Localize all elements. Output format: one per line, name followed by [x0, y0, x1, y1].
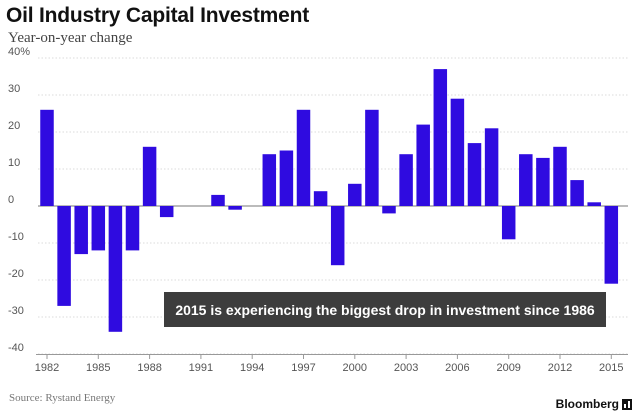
y-tick-label: -40: [8, 342, 24, 354]
bar-1992: [211, 194, 225, 206]
bar-1988: [142, 146, 157, 206]
bar-2008: [484, 128, 499, 206]
bars-layer: [40, 69, 619, 332]
x-tick-label: 2009: [496, 362, 520, 374]
bar-2010: [519, 154, 533, 206]
x-tick-label: 1991: [189, 362, 213, 374]
bar-2004: [416, 124, 430, 206]
bloomberg-logo: Bloomberg: [556, 397, 632, 411]
x-tick-label: 1988: [137, 362, 161, 374]
x-tick-label: 2006: [445, 362, 469, 374]
y-tick-label: 40%: [8, 46, 30, 58]
x-tick-label: 2015: [599, 362, 623, 374]
bloomberg-mark-icon: [622, 398, 632, 410]
y-tick-label: -10: [8, 231, 24, 243]
bar-1983: [57, 206, 71, 306]
bar-1987: [125, 206, 140, 251]
bar-2009: [501, 206, 516, 240]
bar-2015: [604, 206, 619, 284]
x-tick-label: 2003: [394, 362, 418, 374]
annotation: 2015 is experiencing the biggest drop in…: [164, 292, 606, 327]
bar-2003: [399, 154, 413, 206]
x-tick-label: 2012: [548, 362, 572, 374]
bar-2013: [570, 180, 584, 206]
y-tick-label: 20: [8, 120, 20, 132]
bar-2014: [587, 202, 601, 206]
brand-name: Bloomberg: [555, 397, 619, 411]
y-tick-label: -20: [8, 268, 24, 280]
bar-2000: [348, 183, 362, 206]
annotation-box: [164, 292, 606, 327]
y-tick-label: 0: [8, 194, 14, 206]
bar-1985: [91, 206, 106, 251]
source-note: Source: Rystand Energy: [9, 392, 116, 404]
chart-subtitle: Year-on-year change: [8, 30, 133, 46]
bar-1984: [74, 206, 88, 255]
chart-title: Oil Industry Capital Investment: [6, 4, 310, 27]
bar-2002: [382, 206, 396, 214]
bar-1993: [228, 206, 242, 210]
bar-2011: [536, 157, 550, 206]
bar-1999: [330, 206, 345, 266]
bar-2005: [433, 69, 448, 206]
bar-2012: [553, 146, 567, 206]
bar-1982: [40, 109, 54, 206]
x-tick-label: 1982: [35, 362, 59, 374]
bar-1989: [159, 206, 174, 218]
y-tick-label: 30: [8, 83, 20, 95]
x-axis: 1982 1985 1988 1991 1994 1997 2000 2003 2006 2009…: [35, 354, 628, 374]
annotation-text: 2015 is experiencing the biggest drop in…: [175, 302, 595, 318]
bar-2006: [450, 98, 465, 206]
bar-1997: [296, 109, 311, 206]
x-tick-label: 1994: [240, 362, 264, 374]
x-tick-label: 1997: [291, 362, 315, 374]
bar-1998: [313, 191, 328, 206]
y-tick-label: 10: [8, 157, 20, 169]
bar-1986: [108, 206, 123, 332]
bar-1995: [262, 154, 277, 206]
bar-2001: [365, 109, 379, 206]
x-tick-label: 1985: [86, 362, 110, 374]
bar-2007: [467, 143, 482, 206]
bar-1996: [279, 150, 294, 206]
y-tick-label: -30: [8, 305, 24, 317]
x-tick-label: 2000: [343, 362, 367, 374]
